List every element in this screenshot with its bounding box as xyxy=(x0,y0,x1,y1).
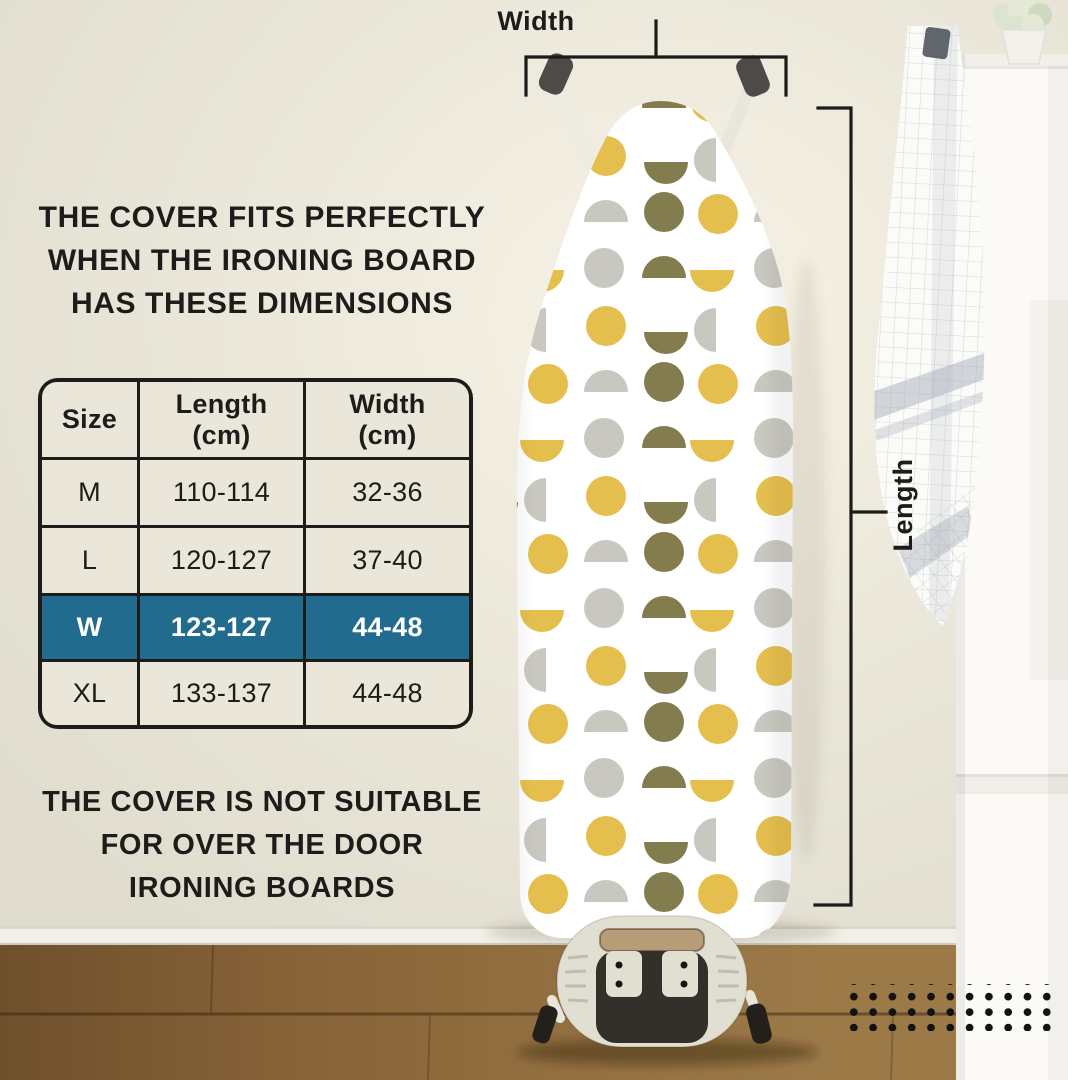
size-table-cell: 37-40 xyxy=(306,528,469,593)
length-line xyxy=(813,106,853,907)
header-label: Size xyxy=(61,404,118,434)
dimension-lines xyxy=(524,19,888,907)
width-dimension-label: Width xyxy=(497,6,575,36)
size-table-cell: L xyxy=(42,528,137,593)
plant xyxy=(993,0,1052,65)
size-table-cell: 32-36 xyxy=(306,460,469,525)
headline-warning-line: IRONING BOARDS xyxy=(128,872,396,904)
headline-fit-line: HAS THESE DIMENSIONS xyxy=(70,287,454,320)
header-label: Length xyxy=(175,388,268,419)
size-table-cell-highlighted: 44-48 xyxy=(306,596,469,659)
size-table-cell-highlighted: 123-127 xyxy=(140,596,303,659)
size-table-cell: M xyxy=(42,460,137,525)
size-table-header-width: Width (cm) xyxy=(306,382,469,457)
headline-warning: THE COVER IS NOT SUITABLE FOR OVER THE D… xyxy=(0,781,524,910)
size-table-cell: XL xyxy=(42,662,137,725)
headline-warning-line: THE COVER IS NOT SUITABLE xyxy=(42,786,482,818)
headline-warning-line: FOR OVER THE DOOR xyxy=(100,829,424,861)
wood-floor xyxy=(0,944,962,1080)
size-table-header-length: Length (cm) xyxy=(140,382,303,457)
size-table-cell: 120-127 xyxy=(140,528,303,593)
rubber-foot-left xyxy=(532,1005,558,1044)
headline-fit: THE COVER FITS PERFECTLY WHEN THE IRONIN… xyxy=(0,196,524,325)
header-unit: (cm) xyxy=(358,419,417,450)
ironing-board-base xyxy=(532,915,772,1048)
towel-tag xyxy=(922,26,951,60)
size-table-header-size: Size xyxy=(42,382,137,457)
headline-fit-line: THE COVER FITS PERFECTLY xyxy=(38,201,486,234)
size-table-cell: 44-48 xyxy=(306,662,469,725)
size-chart-table: Size Length (cm) Width (cm) M 110-114 32… xyxy=(38,378,473,729)
size-table-cell: 133-137 xyxy=(140,662,303,725)
dot-grid-graphic xyxy=(838,984,1051,1031)
rubber-foot-right xyxy=(746,1003,772,1044)
header-label: Width xyxy=(349,388,426,419)
size-table-cell: 110-114 xyxy=(140,460,303,525)
leg-foot-cap-right xyxy=(736,55,770,97)
leg-foot-cap-left xyxy=(538,53,574,95)
header-unit: (cm) xyxy=(192,419,251,450)
length-dimension-label: Length xyxy=(888,458,918,552)
headline-fit-line: WHEN THE IRONING BOARD xyxy=(47,244,477,277)
size-table-cell-highlighted: W xyxy=(42,596,137,659)
